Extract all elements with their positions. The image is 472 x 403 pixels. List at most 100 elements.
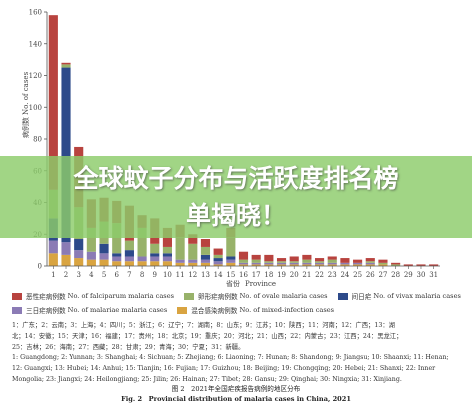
legend-item-falciparum: 恶性疟病例数 No. of falciparum malaria cases (12, 291, 174, 301)
bar-segment (213, 254, 223, 259)
bar-segment (315, 261, 325, 263)
bar-segment (200, 239, 211, 247)
x-tick-label: 7 (127, 271, 131, 279)
bar-segment (86, 259, 96, 266)
province-key-line: Mongolia; 23: Jiangxi; 24: Heilongjiang;… (12, 375, 402, 383)
legend-swatch-malariae (12, 306, 22, 314)
bar-segment (378, 262, 388, 265)
bar-segment (124, 250, 134, 257)
promo-banner (0, 156, 472, 238)
bar-segment (162, 261, 172, 266)
legend-label-malariae: No. of malariae malaria cases (67, 306, 168, 314)
bar-segment (340, 262, 350, 265)
legend-label-falciparum: No. of falciparum malaria cases (67, 292, 174, 300)
legend: 恶性疟病例数 No. of falciparum malaria cases 卵… (12, 289, 467, 317)
y-tick-label: 0 (38, 263, 42, 271)
bar-segment (276, 262, 287, 265)
bar-segment (213, 248, 223, 255)
bar-segment (238, 262, 249, 265)
bar-segment (162, 246, 172, 254)
bar-segment (251, 259, 261, 263)
bar-segment (264, 254, 274, 262)
province-key-line: 1：广东；2：云南；3：上海；4：四川；5：浙江；6：辽宁；7：湖南；8：山东；… (12, 322, 395, 329)
x-tick-label: 24 (340, 271, 349, 279)
x-tick-label: 6 (114, 271, 119, 279)
bar-segment (175, 262, 185, 266)
bar-segment (61, 64, 71, 68)
bar-segment (150, 253, 160, 257)
bar-segment (112, 223, 122, 254)
x-tick-label: 23 (328, 271, 337, 279)
y-tick-label: 160 (29, 9, 42, 17)
province-key-line: 25：吉林；26：海南；27：西藏；28：甘肃；29：青海；30：宁夏；31：新… (12, 343, 245, 351)
figure-caption-cn: 图 2 2021年全国疟疾报告病例的地区分布 (171, 385, 301, 393)
bar-segment (86, 251, 96, 260)
legend-label-vivax: No. of vivax malaria cases (373, 292, 461, 300)
x-tick-label: 18 (264, 271, 273, 279)
legend-swatch-mixed (177, 306, 188, 314)
y-tick-label: 140 (29, 40, 42, 48)
bar-segment (340, 258, 350, 263)
bar-segment (289, 261, 299, 263)
legend-item-ovale: 卵形疟病例数 No. of ovale malaria cases (183, 291, 328, 301)
bar-segment (213, 261, 223, 265)
bar-segment (302, 254, 312, 260)
bar-segment (124, 261, 134, 266)
bar-segment (48, 253, 58, 266)
bar-segment (251, 262, 261, 265)
bar-segment (378, 264, 388, 266)
bar-segment (315, 262, 325, 265)
legend-label-mixed: No. of mixed-infection cases (239, 306, 334, 314)
bar-segment (188, 262, 198, 266)
bar-segment (327, 259, 337, 263)
bar-segment (188, 259, 198, 263)
bar-segment (315, 264, 325, 266)
x-tick-label: 22 (315, 271, 324, 279)
bar-segment (327, 262, 337, 265)
bar-segment (74, 258, 84, 266)
bar-segment (315, 258, 325, 262)
bar-segment (48, 240, 58, 254)
y-axis-label: 病例数 No. of cases (21, 71, 30, 138)
x-tick-label: 29 (404, 271, 413, 279)
bar-segment (124, 240, 134, 251)
bar-segment (378, 259, 388, 263)
bar-segment (365, 258, 375, 262)
x-tick-label: 4 (89, 271, 94, 279)
bar-segment (251, 254, 261, 260)
bar-segment (99, 253, 109, 260)
bar-segment (200, 254, 211, 260)
bar-segment (74, 239, 84, 251)
province-key-line: 北；14：安徽；15：天津；16：福建；17：贵州；18：北京；19：重庆；20… (12, 332, 403, 340)
bar-segment (276, 261, 287, 263)
bar-segment (353, 259, 363, 263)
legend-label-mixed-cn: 混合感染病例数 (191, 307, 238, 315)
bar-segment (175, 259, 185, 263)
bar-segment (251, 264, 261, 266)
x-tick-label: 5 (102, 271, 106, 279)
x-axis: 1 2 3 4 5 6 7 8 9 10 11 12 13 14 15 16 17 18 19 20 21 22 23 24 2… (47, 265, 440, 279)
promo-banner-text: 全球蚊子分布与活跃度排名榜 单揭晓！ (30, 160, 442, 234)
bar-segment (137, 256, 147, 262)
y-tick-label: 80 (33, 136, 42, 144)
x-tick-label: 16 (239, 271, 248, 279)
bar-segment (188, 234, 198, 244)
bar-segment (238, 251, 249, 260)
x-tick-label: 3 (76, 271, 80, 279)
bar-segment (226, 259, 236, 263)
bar-segment (264, 261, 274, 263)
bar-segment (276, 258, 287, 262)
bar-segment (200, 259, 211, 263)
x-tick-label: 17 (252, 271, 261, 279)
x-tick-label: 25 (353, 271, 362, 279)
x-tick-label: 15 (226, 271, 235, 279)
bar-segment (238, 259, 249, 263)
bar-segment (391, 264, 401, 266)
x-tick-label: 19 (277, 271, 286, 279)
figure-caption-en: Fig. 2 Provincial distribution of malari… (121, 395, 351, 403)
bar-segment (365, 262, 375, 265)
bar-segment (112, 256, 122, 262)
bar-segment (61, 242, 71, 255)
bar-segment (226, 262, 236, 266)
bar-segment (99, 259, 109, 266)
